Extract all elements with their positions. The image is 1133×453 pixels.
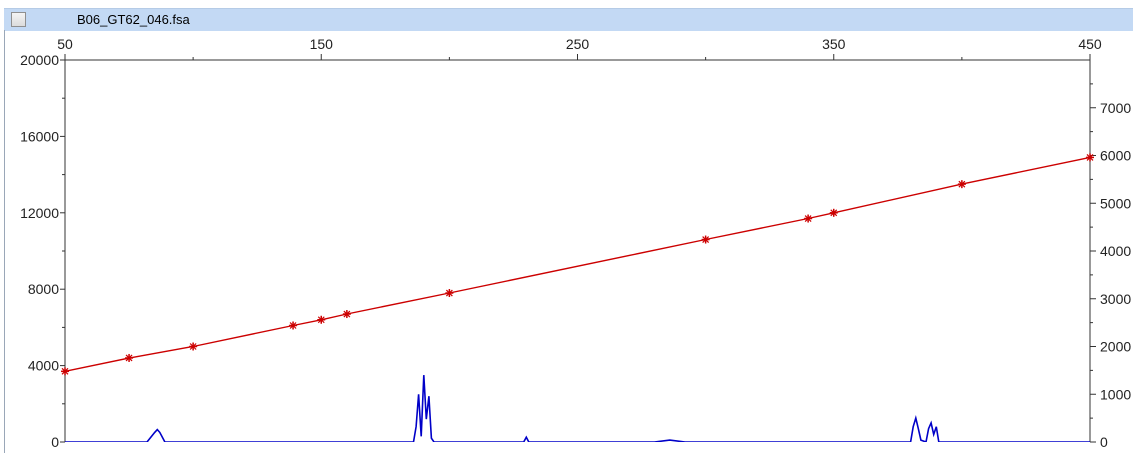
y-right-tick-label: 2000 (1100, 339, 1131, 355)
y-left-tick-label: 20000 (20, 52, 59, 68)
chart-ticks: 50 150 250 350 450 0 4000 8000 12000 16000 20000 0 1… (20, 36, 1131, 450)
y-left-tick-label: 4000 (28, 358, 59, 374)
series-marker (701, 235, 710, 244)
x-tick-label: 50 (57, 36, 73, 52)
marker-stroke (958, 180, 966, 188)
y-left-tick-label: 8000 (28, 281, 59, 297)
marker-stroke (1086, 153, 1094, 161)
series-marker (804, 214, 813, 223)
panel-title-bar: B06_GT62_046.fsa (4, 8, 1133, 31)
series-marker (342, 310, 351, 319)
series-marker (445, 289, 454, 298)
y-right-tick-label: 4000 (1100, 243, 1131, 259)
y-left-tick-label: 16000 (20, 128, 59, 144)
series-marker (189, 342, 198, 351)
x-tick-label: 250 (566, 36, 590, 52)
marker-stroke (61, 367, 69, 375)
panel-left-border (4, 30, 5, 453)
series-marker (317, 315, 326, 324)
series-marker (289, 321, 298, 330)
series-marker (125, 353, 134, 362)
marker-stroke (830, 209, 838, 217)
series-line-0 (65, 156, 1091, 372)
marker-stroke (317, 316, 325, 324)
marker-stroke (343, 310, 351, 318)
x-tick-label: 450 (1078, 36, 1102, 52)
chart-axes (64, 59, 1091, 442)
file-name-title: B06_GT62_046.fsa (77, 12, 190, 27)
marker-stroke (702, 236, 710, 243)
y-right-tick-label: 7000 (1100, 100, 1131, 116)
x-tick-label: 150 (310, 36, 334, 52)
series-marker (957, 180, 966, 189)
y-right-tick-label: 3000 (1100, 291, 1131, 307)
y-right-tick-label: 0 (1100, 434, 1108, 450)
marker-stroke (804, 215, 812, 222)
series-line-1 (65, 375, 1090, 442)
y-right-tick-label: 6000 (1100, 148, 1131, 164)
marker-stroke (289, 322, 297, 329)
x-tick-label: 350 (822, 36, 846, 52)
y-left-tick-label: 12000 (20, 205, 59, 221)
y-right-tick-label: 1000 (1100, 386, 1131, 402)
series-marker (829, 208, 838, 217)
series-marker (61, 367, 69, 376)
select-checkbox[interactable] (11, 12, 26, 27)
y-left-tick-label: 0 (51, 434, 59, 450)
y-right-tick-label: 5000 (1100, 195, 1131, 211)
chart-series (61, 153, 1094, 442)
marker-stroke (189, 343, 197, 350)
marker-stroke (125, 354, 133, 362)
series-marker (1086, 153, 1094, 162)
marker-stroke (445, 289, 453, 297)
